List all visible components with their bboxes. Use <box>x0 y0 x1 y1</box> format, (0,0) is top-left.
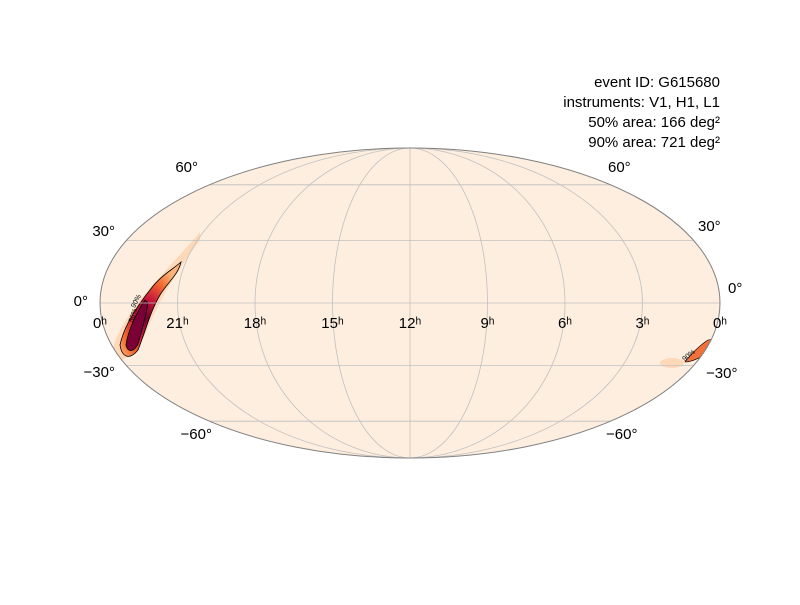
contour-50 <box>125 299 149 351</box>
lat-label: −30° <box>706 365 737 382</box>
lat-label: 30° <box>92 223 115 240</box>
annotation: instruments: V1, H1, L1 <box>563 94 720 111</box>
ra-label: 3ʰ <box>635 315 649 332</box>
ra-label: 0ʰ <box>713 315 727 332</box>
ra-label: 21ʰ <box>166 315 189 332</box>
probability-halo <box>660 358 684 368</box>
ra-label: 12ʰ <box>399 315 422 332</box>
sky-outline <box>99 147 721 459</box>
lat-label: 0° <box>74 293 88 310</box>
lat-label: 30° <box>698 218 721 235</box>
contour-label: 50% <box>128 308 139 323</box>
lat-label: −60° <box>181 426 212 443</box>
lat-label: −30° <box>84 364 115 381</box>
lat-label: 0° <box>728 280 742 297</box>
ra-label: 9ʰ <box>480 315 494 332</box>
annotation: 50% area: 166 deg² <box>588 114 720 131</box>
ra-label: 18ʰ <box>244 315 267 332</box>
lat-label: 60° <box>608 159 631 176</box>
ra-label: 6ʰ <box>558 315 572 332</box>
lat-label: 60° <box>175 159 198 176</box>
graticule <box>100 148 720 458</box>
lat-label: −60° <box>606 426 637 443</box>
ra-label: 0ʰ <box>93 315 107 332</box>
ra-label: 15ʰ <box>321 315 344 332</box>
annotation: 90% area: 721 deg² <box>588 134 720 151</box>
annotation: event ID: G615680 <box>594 74 720 91</box>
